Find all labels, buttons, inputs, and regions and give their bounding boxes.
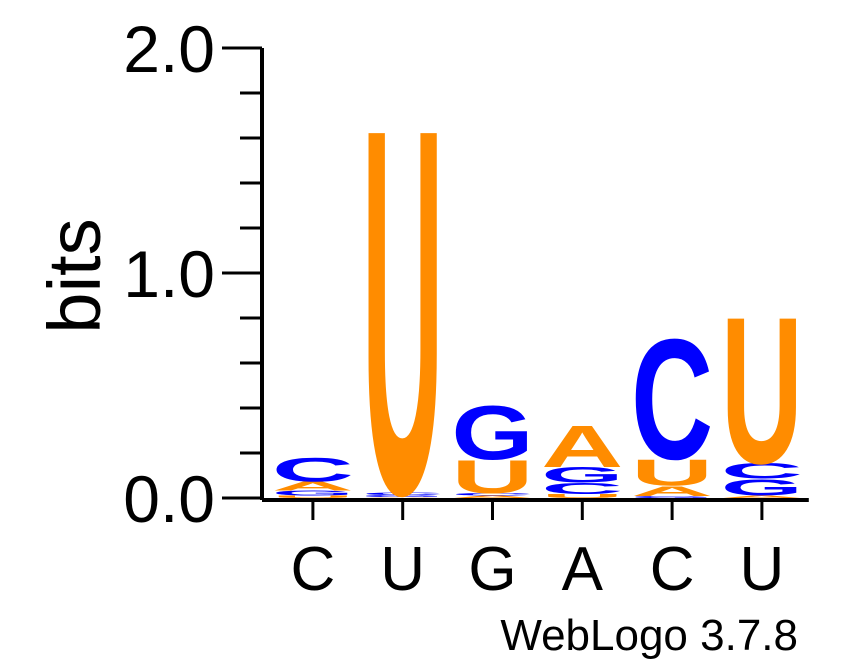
logo-letter-u: U (541, 493, 623, 499)
x-tick-label: C (650, 535, 695, 604)
x-tick-label: U (740, 535, 785, 604)
weblogo-version-footer: WebLogo 3.7.8 (500, 611, 798, 660)
logo-letter-u: U (451, 451, 533, 503)
x-tick-label: C (291, 535, 336, 604)
y-tick-label: 1.0 (123, 237, 215, 311)
logo-letter-a: A (451, 495, 533, 499)
logo-letter-c: C (362, 491, 444, 495)
logo-letter-a: A (362, 497, 444, 498)
x-tick-label: A (562, 535, 604, 604)
logo-letter-g: G (362, 494, 444, 497)
logo-letter-u: U (631, 451, 713, 493)
logo-letter-a: A (721, 495, 803, 499)
logo-letter-g: G (272, 489, 354, 497)
logo-letter-u: U (272, 495, 354, 499)
logo-letter-u: U (721, 274, 803, 508)
logo-letter-g: G (452, 390, 534, 476)
logo-letter-a: A (272, 479, 354, 493)
x-tick-label: U (380, 535, 425, 604)
logo-letter-c: C (541, 480, 623, 497)
y-tick-label: 2.0 (123, 12, 215, 86)
logo-letter-a: A (541, 414, 623, 480)
logo-letter-g: G (721, 474, 803, 500)
y-axis-label: bits (33, 218, 116, 333)
y-tick-label: 0.0 (123, 462, 215, 536)
logo-letter-a: A (631, 483, 713, 499)
logo-letter-g: G (541, 463, 623, 487)
logo-letter-g: G (631, 495, 713, 498)
logo-letter-c: C (631, 303, 713, 495)
logo-letter-c: C (721, 459, 803, 483)
logo-letter-c: C (272, 450, 354, 489)
logo-letter-c: C (452, 492, 534, 496)
x-tick-label: G (468, 535, 516, 604)
y-axis: 0.0 1.0 2.0 (123, 12, 264, 536)
